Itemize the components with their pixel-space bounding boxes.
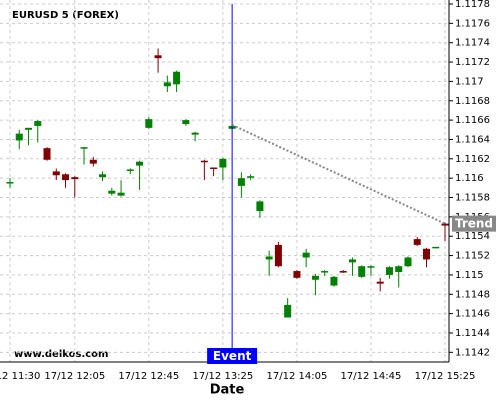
candle-body <box>80 147 88 149</box>
candle-body <box>34 121 42 126</box>
candle-body <box>210 167 218 170</box>
y-tick-label: 1.1148 <box>455 289 490 300</box>
y-tick-label: 1.1164 <box>455 134 490 145</box>
candle-body <box>219 158 227 168</box>
candle-body <box>145 119 153 128</box>
candle-body <box>182 120 190 124</box>
candle-body <box>43 148 51 160</box>
candle-body <box>89 159 97 164</box>
candle-body <box>25 127 33 130</box>
plot-frame <box>0 0 449 362</box>
candle-body <box>6 182 14 184</box>
candle-body <box>339 271 347 273</box>
candle-body <box>99 174 107 178</box>
y-tick-label: 1.1146 <box>455 309 490 320</box>
candle-body <box>385 267 393 275</box>
candle-body <box>256 201 264 212</box>
y-tick-label: 1.1158 <box>455 193 490 204</box>
candle-body <box>62 174 70 181</box>
event-label-box <box>207 348 258 364</box>
candle-body <box>126 169 134 171</box>
candle-body <box>247 176 255 178</box>
candle-body <box>293 271 301 278</box>
candle-body <box>71 177 79 180</box>
x-tick-label: 17/12 11:30 <box>0 371 40 382</box>
x-axis-label: Date <box>210 383 245 398</box>
candle-body <box>302 252 310 258</box>
candle-body <box>15 133 23 141</box>
candle-body <box>358 266 366 277</box>
x-tick-label: 17/12 14:45 <box>341 371 402 382</box>
candle-body <box>274 244 282 267</box>
candle-body <box>330 276 338 286</box>
x-tick-label: 17/12 13:25 <box>192 371 253 382</box>
trend-label-box <box>452 215 496 232</box>
candle-body <box>237 178 245 186</box>
y-tick-label: 1.1144 <box>455 328 490 339</box>
candle-body <box>117 192 125 196</box>
event-label: Event <box>213 349 252 363</box>
y-tick-label: 1.116 <box>455 173 484 184</box>
y-tick-label: 1.1142 <box>455 347 490 358</box>
trend-line <box>231 124 446 225</box>
y-tick-label: 1.1174 <box>455 38 490 49</box>
candle-body <box>348 259 356 263</box>
candle-body <box>422 248 430 260</box>
candle-body <box>108 190 116 194</box>
candle-body <box>173 71 181 85</box>
x-tick-label: 17/12 12:05 <box>44 371 105 382</box>
y-tick-label: 1.1152 <box>455 251 490 262</box>
candle-body <box>154 55 162 59</box>
x-tick-label: 17/12 14:05 <box>267 371 328 382</box>
y-tick-label: 1.117 <box>455 76 484 87</box>
chart-title: EURUSD 5 (FOREX) <box>12 10 119 21</box>
x-tick-label: 17/12 15:25 <box>415 371 476 382</box>
y-tick-label: 1.1178 <box>455 0 490 10</box>
candle-body <box>404 257 412 267</box>
candle-body <box>395 266 403 273</box>
y-tick-label: 1.1168 <box>455 96 490 107</box>
candle-body <box>52 171 60 176</box>
y-tick-label: 1.1176 <box>455 18 490 29</box>
watermark: www.delkos.com <box>14 349 108 360</box>
candle-body <box>441 223 449 226</box>
candle-body <box>200 160 208 163</box>
candle-body <box>284 304 292 318</box>
candle-body <box>413 239 421 245</box>
candle-body <box>311 275 319 280</box>
candle-body <box>163 82 171 87</box>
y-tick-label: 1.1172 <box>455 57 490 68</box>
y-tick-label: 1.115 <box>455 270 484 281</box>
y-tick-label: 1.1162 <box>455 154 490 165</box>
candle-body <box>432 246 440 249</box>
candle-body <box>367 266 375 268</box>
candle-body <box>265 256 273 260</box>
y-tick-label: 1.1166 <box>455 115 490 126</box>
x-tick-label: 17/12 12:45 <box>118 371 179 382</box>
y-tick-label: 1.1154 <box>455 231 490 242</box>
trend-label: Trend <box>455 217 493 231</box>
candle-body <box>191 132 199 135</box>
candle-body <box>376 281 384 284</box>
candle-body <box>136 161 144 166</box>
candle-body <box>321 271 329 273</box>
